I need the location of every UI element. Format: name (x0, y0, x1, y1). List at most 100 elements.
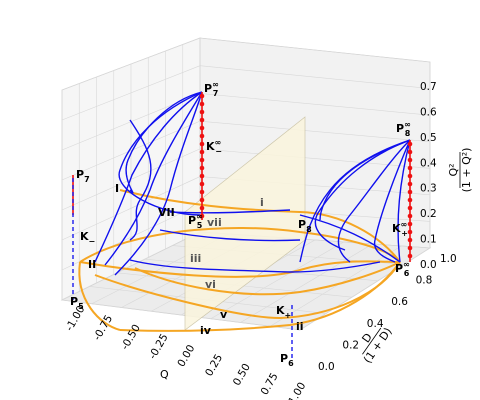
boundary-inner (134, 261, 401, 296)
grid-line (199, 93, 431, 116)
region-label: II (88, 258, 96, 271)
z-axis-label-numerator: Q² (447, 163, 460, 176)
region-label: vii (207, 216, 222, 229)
trajectory-10 (314, 139, 411, 251)
grid-line (210, 241, 344, 320)
region-label: ii (296, 320, 304, 333)
curve-label: K+ (276, 304, 291, 320)
invariant-marker (199, 125, 205, 131)
point-label: P∞ 5 (188, 212, 203, 230)
boundary-upper (79, 226, 401, 263)
trajectory-8 (337, 139, 411, 263)
trajectories (94, 91, 411, 276)
boundary-curves (78, 189, 401, 332)
trajectory-12 (319, 139, 411, 221)
x-tick-label: -1.00 (63, 304, 87, 334)
boundary-top (119, 189, 401, 263)
trajectory-5 (129, 119, 152, 241)
trajectory-13 (129, 259, 381, 273)
curve-label: K− (80, 230, 95, 246)
x-axis-label: Q (160, 368, 169, 381)
boundary-bottom (119, 261, 401, 332)
invariant-marker (199, 205, 205, 211)
trajectory-14 (159, 229, 301, 242)
trajectory-3 (104, 91, 203, 266)
x-tick-label: 0.25 (203, 352, 225, 378)
invariant-marker (199, 157, 205, 163)
point-label: P5 (70, 295, 84, 311)
invariant-marker (407, 149, 413, 155)
z-axis-label-denominator: (1 + Q²) (460, 148, 473, 193)
grid-line (199, 37, 431, 63)
y-tick-label: 0.0 (318, 361, 335, 373)
grid-line (199, 148, 431, 169)
grid-line (61, 299, 301, 331)
invariant-markers (199, 93, 413, 259)
z-tick-label: 0.1 (420, 234, 437, 246)
grid-line (240, 243, 373, 323)
invariant-marker (407, 229, 413, 235)
z-tick-label: 0.5 (420, 132, 437, 144)
y-tick-label: 0.8 (416, 275, 433, 287)
invariant-marker (199, 133, 205, 139)
y-tick-label: 0.4 (367, 318, 384, 330)
invariant-marker (407, 173, 413, 179)
trajectory-2 (125, 91, 203, 194)
z-tick-label: 0.4 (420, 157, 437, 169)
invariant-marker (199, 101, 205, 107)
grid-line (299, 247, 431, 331)
invariant-marker (199, 213, 205, 219)
z-tick-labels: 0.0 0.1 0.2 0.3 0.4 0.5 0.6 0.7 (420, 81, 437, 271)
y-tick-label: 1.0 (440, 253, 457, 265)
y-axis-label-bar (362, 327, 382, 355)
invariant-marker (199, 109, 205, 115)
trajectory-9 (373, 139, 411, 263)
z-tick-label: 0.0 (420, 259, 437, 271)
point-label: P∞ 8 (396, 120, 411, 138)
invariant-marker (199, 149, 205, 155)
grid-line (199, 65, 431, 89)
point-label: P6 (280, 352, 294, 368)
z-tick-label: 0.6 (420, 106, 437, 118)
trajectory-7 (299, 139, 411, 263)
region-label: iii (190, 252, 201, 265)
invariant-marker (199, 165, 205, 171)
point-label: P∞ 7 (204, 80, 219, 98)
trajectory-16 (299, 214, 401, 263)
z-axis-label: Q² (1 + Q²) (447, 148, 473, 193)
z-tick-label: 0.3 (420, 183, 437, 195)
x-tick-label: 0.75 (259, 371, 281, 397)
curve-labels: K− K∞ − K∞ + K+ (80, 138, 408, 320)
invariant-marker (199, 189, 205, 195)
invariant-marker (199, 93, 205, 99)
curve-label: K∞ − (206, 138, 222, 156)
invariant-marker (407, 189, 413, 195)
point-labels: P7 P∞ 7 P∞ 8 P5 P6 P8 P∞ 6 P∞ 5 (70, 80, 411, 368)
invariant-marker (407, 205, 413, 211)
invariant-marker (199, 181, 205, 187)
region-label: i (260, 196, 264, 209)
point-label: P8 (298, 218, 312, 234)
trajectory-15 (169, 209, 291, 214)
x-tick-label: 1.00 (286, 380, 308, 400)
invariant-marker (407, 237, 413, 243)
region-label: v (220, 308, 228, 321)
point-label: P7 (76, 168, 90, 184)
region-label: I (115, 182, 119, 195)
y-tick-labels: 0.0 0.2 0.4 0.6 0.8 1.0 (318, 253, 457, 373)
boundary-loop-left (78, 261, 121, 331)
region-label: iv (200, 324, 212, 337)
invariant-marker (407, 165, 413, 171)
invariant-marker (199, 141, 205, 147)
invariant-marker (407, 253, 413, 259)
dashed-lines (72, 178, 293, 360)
z-tick-label: 0.7 (420, 81, 437, 93)
y-tick-label: 0.2 (342, 339, 359, 351)
x-tick-label: -0.50 (119, 322, 143, 352)
x-tick-label: 0.00 (175, 343, 197, 369)
region-label: VII (158, 206, 175, 219)
curve-label: K∞ + (392, 220, 408, 238)
